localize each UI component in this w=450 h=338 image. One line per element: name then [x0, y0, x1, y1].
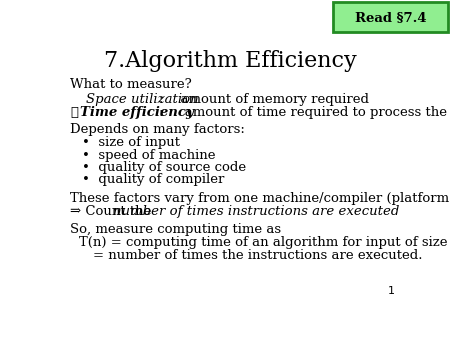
Text: Time efficiency: Time efficiency	[80, 106, 194, 119]
Text: number of times instructions are executed: number of times instructions are execute…	[113, 204, 400, 218]
Text: ⇒ Count the: ⇒ Count the	[70, 204, 156, 218]
Text: ☆: ☆	[70, 106, 78, 119]
Text: T(n) = computing time of an algorithm for input of size n: T(n) = computing time of an algorithm fo…	[79, 236, 450, 249]
Text: •  quality of source code: • quality of source code	[82, 161, 247, 174]
Text: :     amount of time required to process the data: : amount of time required to process the…	[159, 106, 450, 119]
Text: •  quality of compiler: • quality of compiler	[82, 173, 225, 186]
Text: These factors vary from one machine/compiler (platform) to another: These factors vary from one machine/comp…	[70, 192, 450, 204]
Text: :    amount of memory required: : amount of memory required	[159, 93, 369, 105]
Text: Read §7.4: Read §7.4	[355, 11, 426, 24]
Text: Space utilization: Space utilization	[86, 93, 198, 105]
Text: 1: 1	[387, 286, 395, 296]
Text: What to measure?: What to measure?	[70, 78, 192, 91]
Text: •  speed of machine: • speed of machine	[82, 149, 216, 162]
Text: = number of times the instructions are executed.: = number of times the instructions are e…	[93, 249, 423, 262]
Text: •  size of input: • size of input	[82, 136, 180, 149]
Text: So, measure computing time as: So, measure computing time as	[70, 223, 281, 236]
Text: Depends on many factors:: Depends on many factors:	[70, 123, 245, 136]
FancyBboxPatch shape	[333, 2, 448, 32]
Text: 7.Algorithm Efficiency: 7.Algorithm Efficiency	[104, 50, 357, 72]
